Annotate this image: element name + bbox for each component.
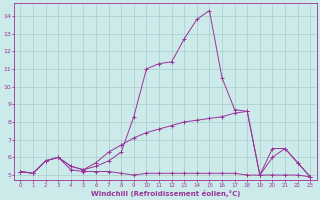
X-axis label: Windchill (Refroidissement éolien,°C): Windchill (Refroidissement éolien,°C) bbox=[91, 190, 240, 197]
